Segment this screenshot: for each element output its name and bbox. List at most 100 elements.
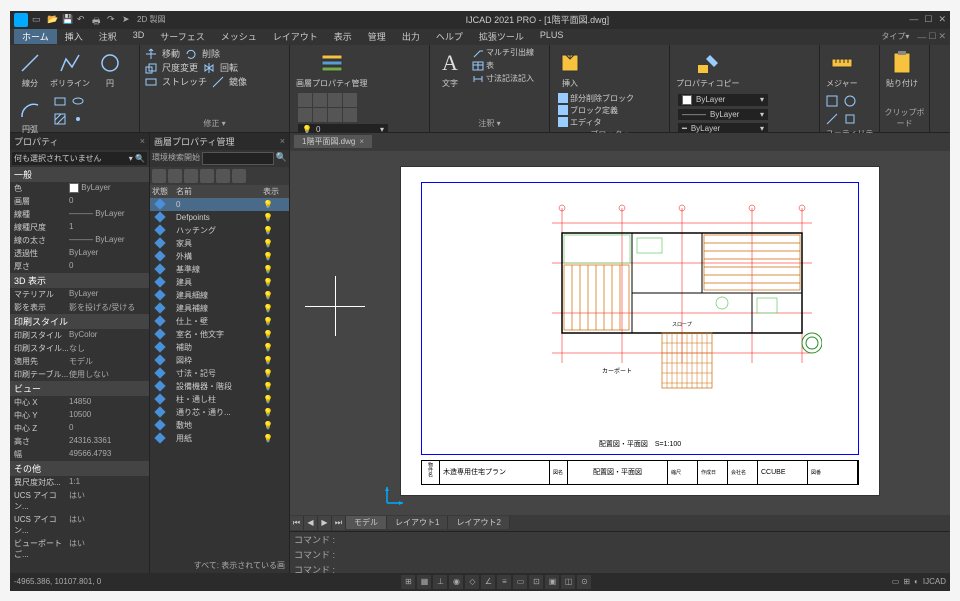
layer-manager-tool[interactable]: 画層プロパティ管理 <box>294 47 370 91</box>
property-row[interactable]: 線の太さ――― ByLayer <box>10 234 149 247</box>
ribbon-tab[interactable]: PLUS <box>532 29 572 44</box>
status-toggle-icon[interactable]: ▣ <box>545 575 559 589</box>
property-row[interactable]: 中心 Y10500 <box>10 409 149 422</box>
drawing-viewport[interactable]: カーポート スロープ 配置図・平面図 S=1:100 物件名 木造専用住宅プラン… <box>290 151 950 515</box>
color-dropdown[interactable]: ByLayer▾ <box>678 94 768 106</box>
print-icon[interactable]: 🖶 <box>92 14 104 26</box>
layer-row[interactable]: 柱・通し柱💡 <box>150 393 289 406</box>
property-section-header[interactable]: 一般 <box>10 167 149 182</box>
snap-toggle-icon[interactable]: ⊞ <box>401 575 415 589</box>
undo-icon[interactable]: ↶ <box>77 14 89 26</box>
move-tool[interactable]: 移動 <box>162 47 180 60</box>
util-icon[interactable] <box>842 93 858 109</box>
property-row[interactable]: 印刷スタイル...なし <box>10 342 149 355</box>
move-icon[interactable] <box>144 47 158 61</box>
property-row[interactable]: 印刷スタイルByColor <box>10 329 149 342</box>
ribbon-close-button[interactable]: ✕ <box>938 31 946 42</box>
layer-row[interactable]: 建具補線💡 <box>150 302 289 315</box>
ribbon-tab[interactable]: 出力 <box>394 29 428 44</box>
ribbon-tab[interactable]: レイアウト <box>265 29 326 44</box>
property-row[interactable]: 色 ByLayer <box>10 182 149 195</box>
layer-row[interactable]: 図枠💡 <box>150 354 289 367</box>
layer-row[interactable]: 建具💡 <box>150 276 289 289</box>
layer-row[interactable]: 寸法・記号💡 <box>150 367 289 380</box>
block-define-tool[interactable]: ブロック定義 <box>558 105 634 116</box>
layout-nav-last-icon[interactable]: ⏭ <box>332 516 346 530</box>
hatch-tool-icon[interactable] <box>52 111 68 127</box>
layer-tool-icon[interactable] <box>168 169 182 183</box>
layout-tab[interactable]: レイアウト1 <box>387 516 448 529</box>
property-row[interactable]: ビューポートご...はい <box>10 537 149 561</box>
open-icon[interactable]: 📂 <box>47 14 59 26</box>
point-tool-icon[interactable] <box>70 111 86 127</box>
layer-row[interactable]: 家具💡 <box>150 237 289 250</box>
property-row[interactable]: 幅49566.4793 <box>10 448 149 461</box>
util-icon[interactable] <box>824 93 840 109</box>
layer-row[interactable]: 基準線💡 <box>150 263 289 276</box>
table-tool[interactable]: 表 <box>472 60 534 72</box>
grid-toggle-icon[interactable]: ▦ <box>417 575 431 589</box>
ribbon-tab[interactable]: 挿入 <box>57 29 91 44</box>
mirror-icon[interactable] <box>202 61 216 75</box>
layer-row[interactable]: Defpoints💡 <box>150 211 289 224</box>
ribbon-tab[interactable]: 3D <box>125 29 153 44</box>
matchprop-tool[interactable]: プロパティコピー <box>674 47 742 91</box>
layer-icon[interactable] <box>328 108 342 122</box>
layer-icon[interactable] <box>313 93 327 107</box>
text-tool[interactable]: A文字 <box>434 47 466 91</box>
layer-row[interactable]: 室名・他文字💡 <box>150 328 289 341</box>
paste-tool[interactable]: 貼り付け <box>884 47 920 91</box>
property-row[interactable]: 高さ24316.3361 <box>10 435 149 448</box>
block-sub-tool[interactable]: 部分削除ブロック <box>558 93 634 104</box>
property-row[interactable]: 線種尺度1 <box>10 221 149 234</box>
circle-tool[interactable]: 円 <box>94 47 126 91</box>
layout-tab[interactable]: モデル <box>346 516 387 529</box>
property-row[interactable]: 異尺度対応...1:1 <box>10 476 149 489</box>
mirror-tool[interactable]: 鏡像 <box>229 75 247 88</box>
property-row[interactable]: 透過性ByLayer <box>10 247 149 260</box>
layer-icon[interactable] <box>298 108 312 122</box>
erase-tool[interactable]: 削除 <box>202 47 220 60</box>
line-tool[interactable]: 線分 <box>14 47 46 91</box>
ribbon-tab[interactable]: メッシュ <box>213 29 265 44</box>
layout-nav-prev-icon[interactable]: ◀ <box>304 516 318 530</box>
property-row[interactable]: 中心 Z0 <box>10 422 149 435</box>
panel-close-icon[interactable]: × <box>280 136 285 146</box>
measure-tool[interactable]: メジャー <box>824 47 860 91</box>
mirror2-icon[interactable] <box>211 75 225 89</box>
status-icon[interactable]: ⊞ <box>903 577 910 586</box>
ortho-toggle-icon[interactable]: ⊥ <box>433 575 447 589</box>
property-row[interactable]: 適用先モデル <box>10 355 149 368</box>
layer-row[interactable]: 0💡 <box>150 198 289 211</box>
property-row[interactable]: 影を表示影を投げる/受ける <box>10 301 149 314</box>
ribbon-min-button[interactable]: — <box>917 32 926 42</box>
rect-tool-icon[interactable] <box>52 93 68 109</box>
property-section-header[interactable]: ビュー <box>10 381 149 396</box>
scale-icon[interactable] <box>144 61 158 75</box>
property-row[interactable]: 印刷テーブル...使用しない <box>10 368 149 381</box>
layer-icon[interactable] <box>313 108 327 122</box>
ribbon-tab[interactable]: ホーム <box>14 29 57 44</box>
block-editor-tool[interactable]: エディタ <box>558 117 634 128</box>
polyline-tool[interactable]: ポリライン <box>48 47 92 91</box>
ribbon-restore-button[interactable]: ☐ <box>928 31 936 42</box>
ribbon-tab[interactable]: 表示 <box>326 29 360 44</box>
ribbon-tab[interactable]: 拡張ツール <box>471 29 532 44</box>
status-toggle-icon[interactable]: ⊡ <box>529 575 543 589</box>
util-icon[interactable] <box>824 111 840 127</box>
layer-tool-icon[interactable] <box>184 169 198 183</box>
ellipse-tool-icon[interactable] <box>70 93 86 109</box>
arc-tool[interactable]: 円弧 <box>14 93 46 137</box>
status-toggle-icon[interactable]: ⊙ <box>577 575 591 589</box>
save-icon[interactable]: 💾 <box>62 14 74 26</box>
status-icon[interactable]: ◐ <box>914 577 919 586</box>
layer-row[interactable]: 用紙💡 <box>150 432 289 445</box>
layer-tool-icon[interactable] <box>152 169 166 183</box>
ribbon-tab[interactable]: ヘルプ <box>428 29 471 44</box>
polar-toggle-icon[interactable]: ◉ <box>449 575 463 589</box>
command-window[interactable]: コマンド : コマンド : コマンド : <box>290 531 950 573</box>
layer-icon[interactable] <box>298 93 312 107</box>
property-row[interactable]: 画層0 <box>10 195 149 208</box>
property-row[interactable]: マテリアルByLayer <box>10 288 149 301</box>
dyn-toggle-icon[interactable]: ▭ <box>513 575 527 589</box>
